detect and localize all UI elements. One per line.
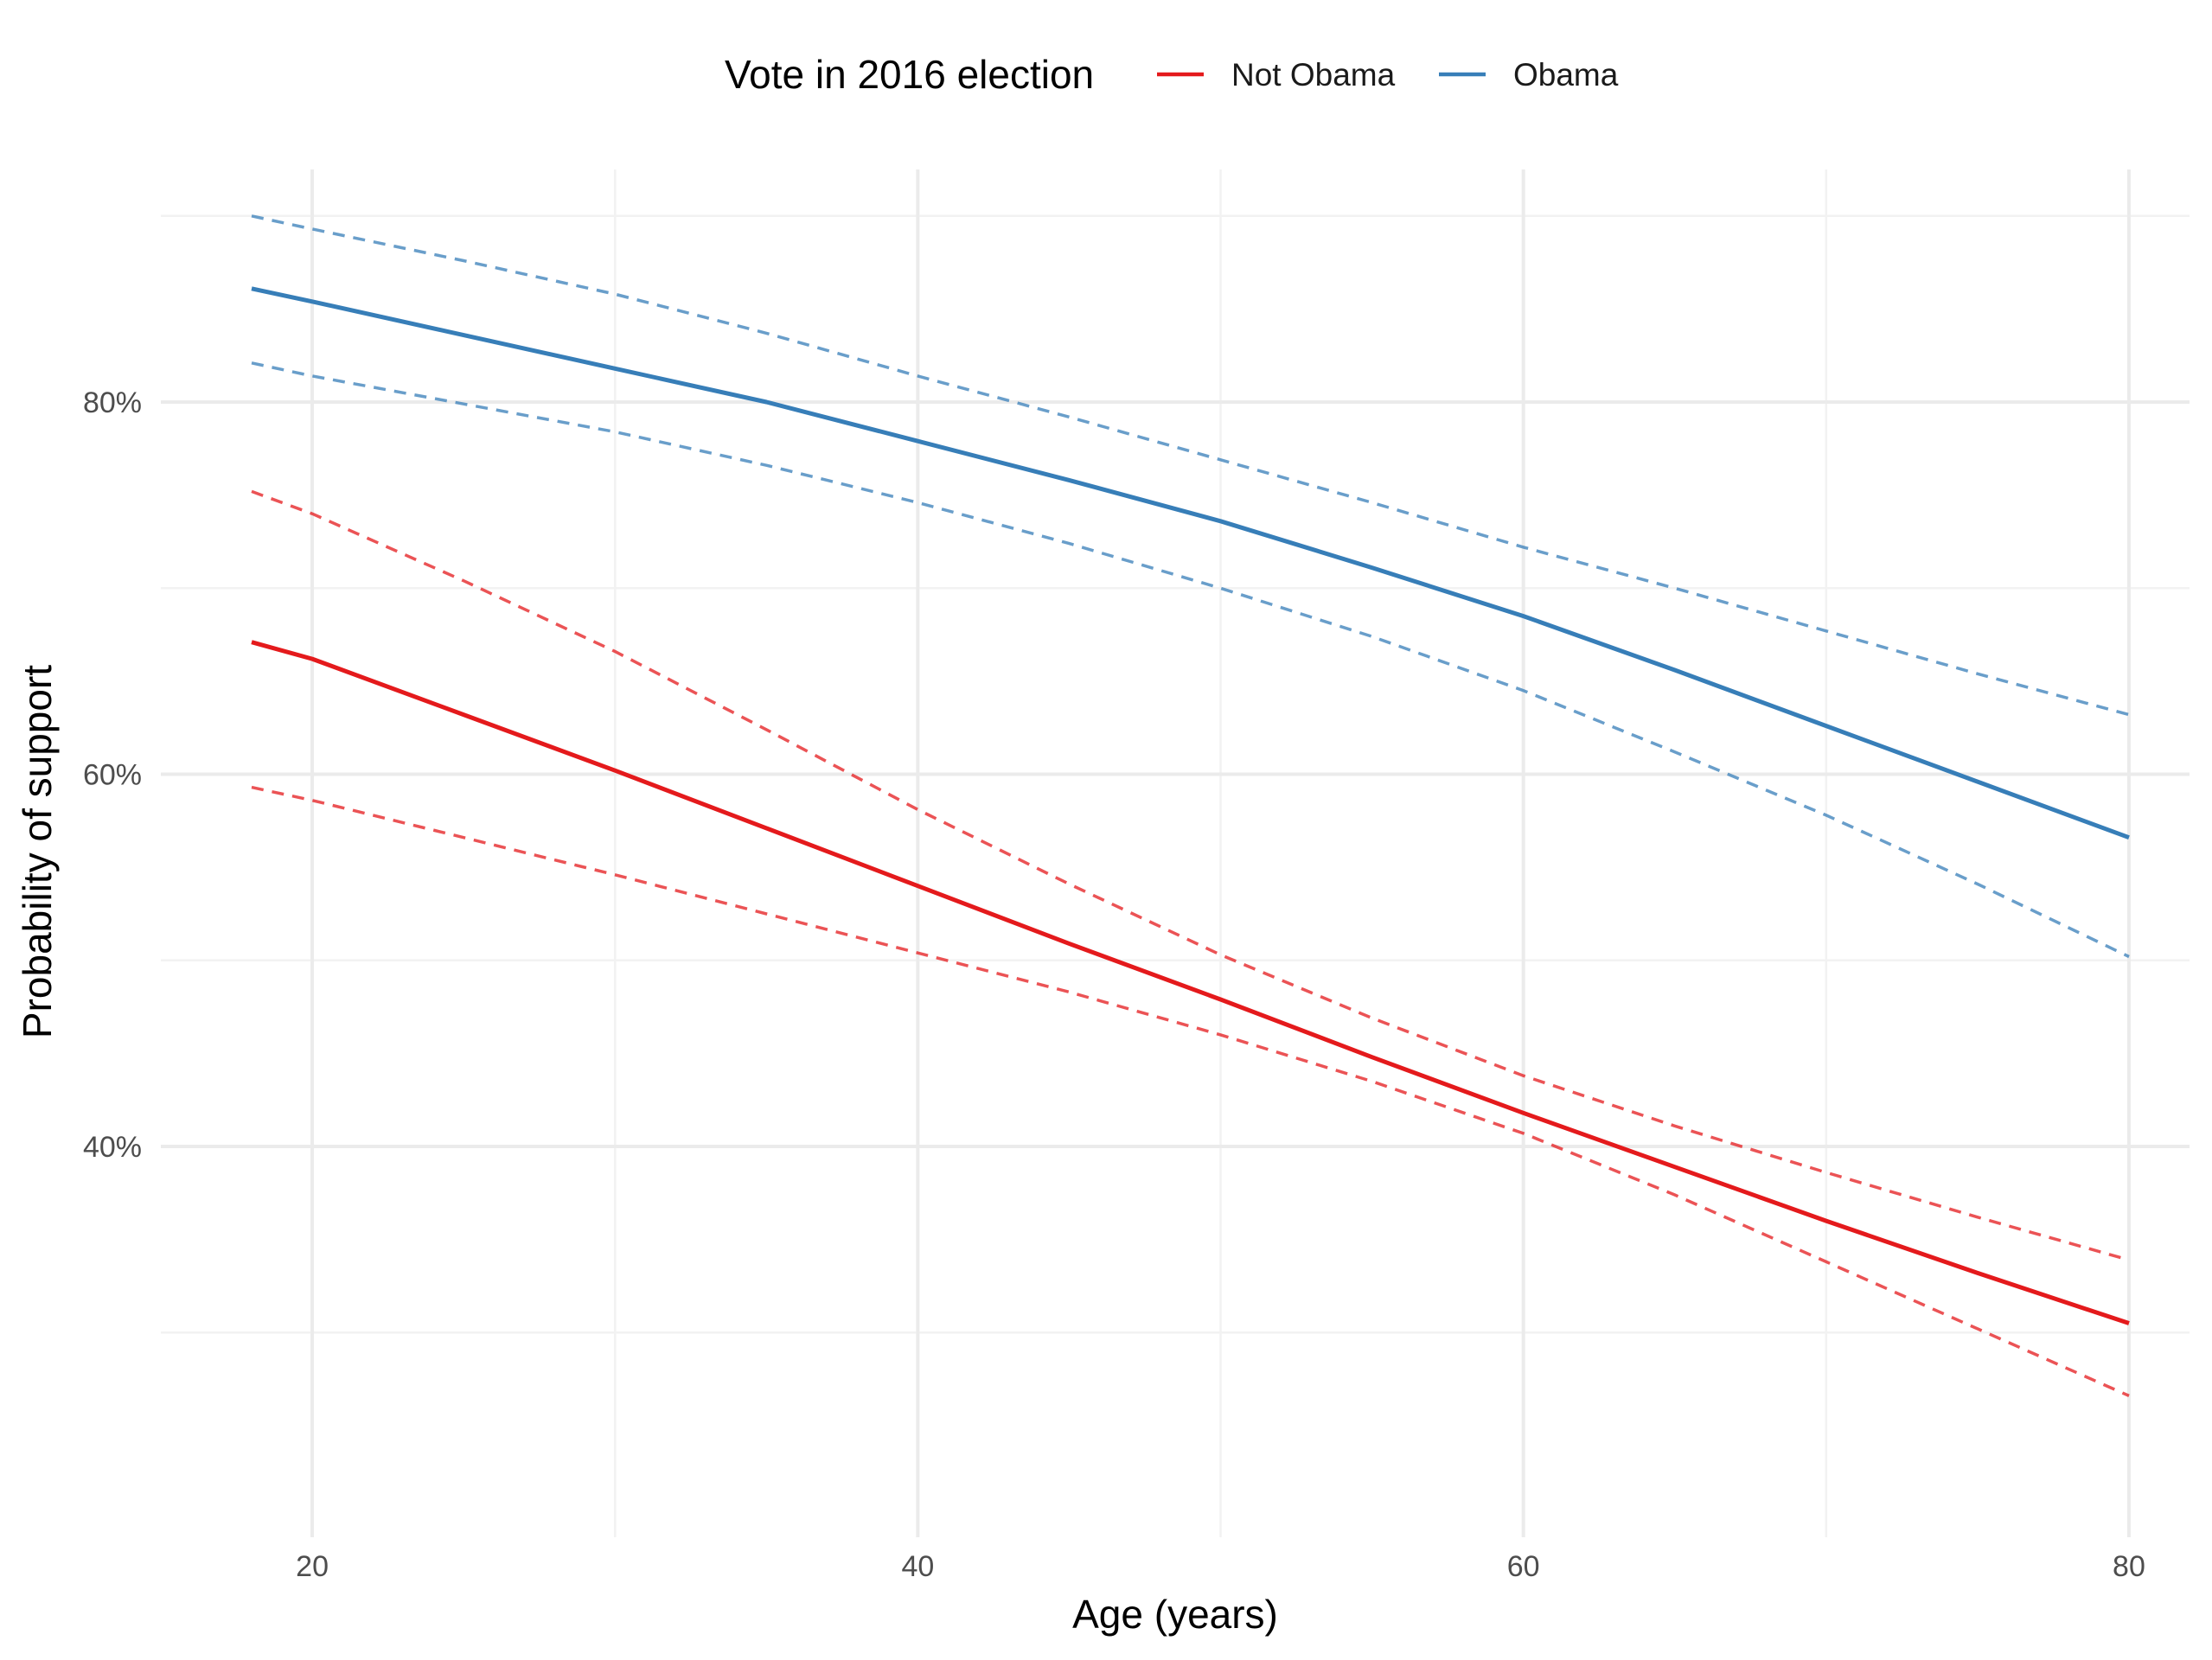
series-not-obama-line [251,640,2130,1325]
series-not-obama-upper-bound [251,489,2130,1261]
series-obama-lower-bound [251,361,2130,959]
legend: Vote in 2016 election Not Obama Obama [725,52,1619,97]
minor-gridlines [161,169,2190,1537]
y-tick-label: 40% [83,1131,142,1164]
series-not-obama-lower-bound [251,785,2130,1398]
x-axis-title: Age (years) [1072,1592,1278,1637]
series-obama-upper-bound [251,214,2130,717]
series-obama-line [251,286,2130,840]
x-axis-tick-labels: 20 40 60 80 [296,1550,2145,1583]
legend-title: Vote in 2016 election [725,52,1094,97]
major-gridlines [161,169,2190,1537]
x-tick-label: 60 [1507,1550,1540,1583]
series-lines [251,214,2130,1398]
legend-label-obama: Obama [1513,57,1619,93]
y-tick-label: 60% [83,759,142,792]
x-tick-label: 40 [901,1550,934,1583]
y-axis-title: Probability of support [15,665,60,1038]
legend-label-not-obama: Not Obama [1231,57,1396,93]
x-tick-label: 80 [2113,1550,2145,1583]
x-tick-label: 20 [296,1550,329,1583]
y-axis-tick-labels: 40% 60% 80% [83,386,142,1164]
y-tick-label: 80% [83,386,142,419]
